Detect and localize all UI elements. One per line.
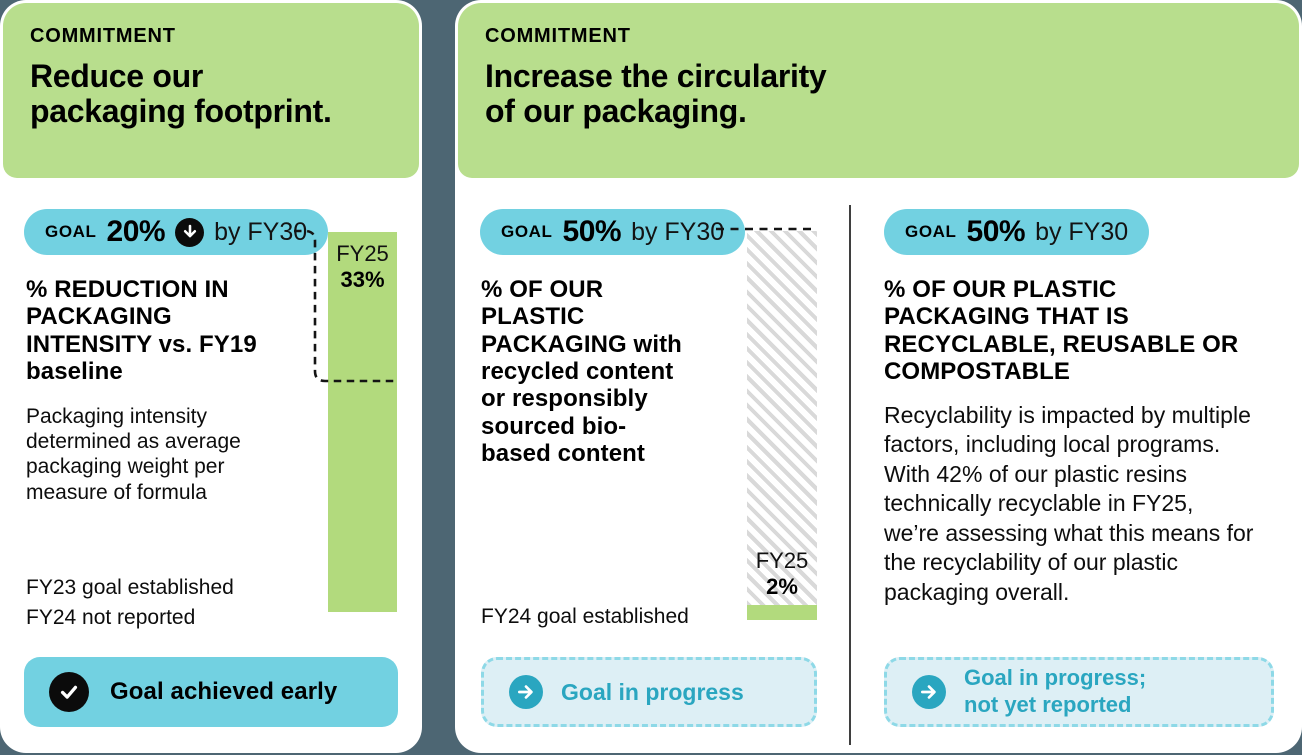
goal-badge-20pct: GOAL 20% by FY30 xyxy=(24,209,329,255)
history-line-fy24: FY24 not reported xyxy=(26,606,196,630)
history-line-fy23: FY23 goal established xyxy=(26,576,234,599)
metric-title: % OF OUR PLASTIC PACKAGING with recycled… xyxy=(481,276,682,468)
status-label: Goal in progress; not yet reported xyxy=(964,665,1147,717)
status-badge-in-progress-not-reported: Goal in progress; not yet reported xyxy=(884,657,1274,727)
down-arrow-icon xyxy=(175,217,205,247)
status-label: Goal achieved early xyxy=(110,678,338,705)
metric-title: % OF OUR PLASTIC PACKAGING THAT IS RECYC… xyxy=(884,276,1239,386)
card-reduce-footprint: COMMITMENT Reduce our packaging footprin… xyxy=(0,0,422,753)
goal-timeframe: by FY30 xyxy=(631,217,725,246)
goal-value: 50% xyxy=(966,215,1026,248)
status-label: Goal in progress xyxy=(561,678,744,705)
right-arrow-icon xyxy=(509,675,543,709)
card-reduce-header: COMMITMENT Reduce our packaging footprin… xyxy=(3,3,419,178)
goal-label: GOAL xyxy=(905,222,957,241)
goal-history: FY23 goal established FY24 not reported xyxy=(26,573,234,634)
status-badge-achieved: Goal achieved early xyxy=(24,657,398,727)
bar-value-label: 2% xyxy=(766,574,798,599)
bar-value-label: 33% xyxy=(340,267,385,292)
metric-title: % REDUCTION IN PACKAGING INTENSITY vs. F… xyxy=(26,276,257,386)
commitment-title: Reduce our packaging footprint. xyxy=(30,58,332,130)
right-arrow-icon xyxy=(912,675,946,709)
goal-label: GOAL xyxy=(45,222,97,241)
status-badge-in-progress: Goal in progress xyxy=(481,657,817,727)
commitment-eyebrow: COMMITMENT xyxy=(485,25,631,47)
goal-timeframe: by FY30 xyxy=(1035,217,1129,246)
bar-year-label: FY25 xyxy=(336,241,389,266)
fy25-goal-bar-hatched: FY25 2% xyxy=(747,231,817,620)
history-line-fy24: FY24 goal established xyxy=(481,605,689,628)
goal-badge-50pct-recycled: GOAL 50% by FY30 xyxy=(480,209,746,255)
card-increase-circularity: COMMITMENT Increase the circularity of o… xyxy=(455,0,1302,753)
goal-badge-50pct-recyclable: GOAL 50% by FY30 xyxy=(884,209,1150,255)
goal-history: FY24 goal established xyxy=(481,602,689,632)
bar-labels: FY25 2% xyxy=(747,548,817,600)
fy25-progress-bar: FY25 33% xyxy=(328,232,397,612)
goal-label: GOAL xyxy=(501,222,553,241)
bar-year-label: FY25 xyxy=(755,548,809,573)
goal-timeframe: by FY30 xyxy=(214,217,308,246)
column-divider-line xyxy=(849,205,851,745)
goal-value: 50% xyxy=(562,215,622,248)
metric-body: Recyclability is impacted by multiple fa… xyxy=(884,402,1254,605)
metric-note: Packaging intensity determined as averag… xyxy=(26,405,241,504)
commitment-eyebrow: COMMITMENT xyxy=(30,25,176,47)
card-circularity-header: COMMITMENT Increase the circularity of o… xyxy=(458,3,1299,178)
fy25-progress-fill xyxy=(747,605,817,620)
goal-value: 20% xyxy=(106,215,166,248)
check-icon xyxy=(49,672,89,712)
commitment-title: Increase the circularity of our packagin… xyxy=(485,58,827,130)
